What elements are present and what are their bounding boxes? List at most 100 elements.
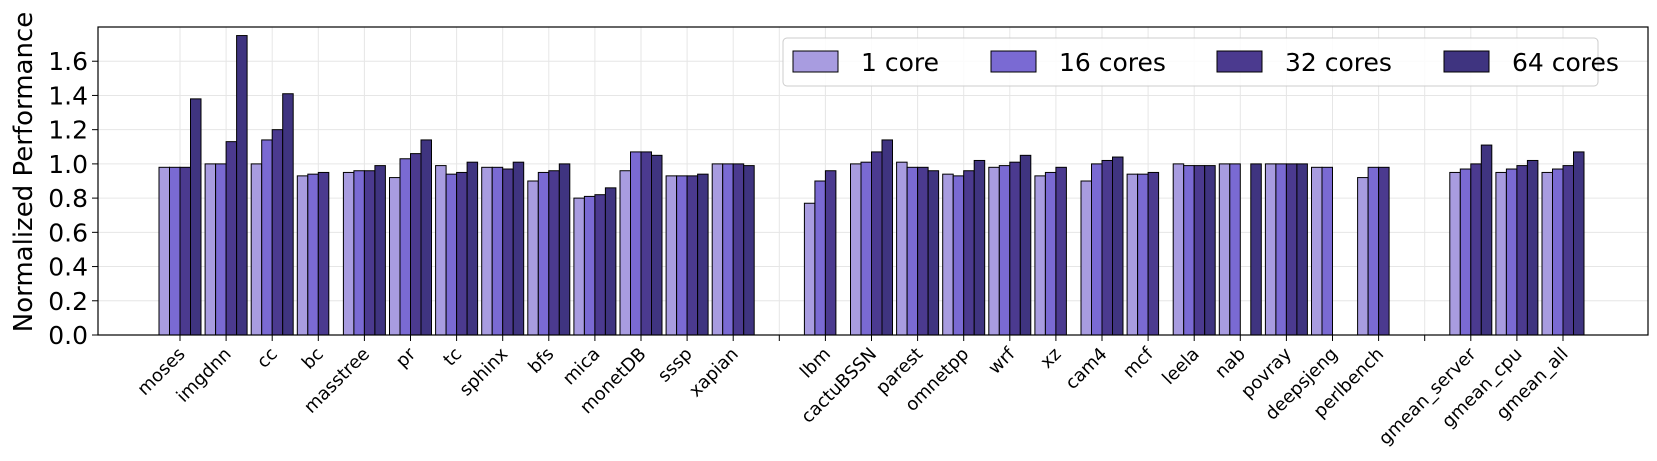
x-tick-label: bc xyxy=(298,344,328,374)
x-tick-label: wrf xyxy=(984,343,1019,378)
bar xyxy=(998,165,1011,336)
bar xyxy=(732,163,745,336)
bar xyxy=(271,129,284,336)
y-tick-label: 0.8 xyxy=(48,184,88,213)
bar xyxy=(1505,168,1518,336)
bar xyxy=(665,175,678,336)
x-tick-label: cc xyxy=(253,344,282,373)
axes xyxy=(97,26,1649,336)
bar xyxy=(1080,180,1092,336)
bar xyxy=(942,173,954,336)
bar xyxy=(871,151,883,336)
x-tick-label: tc xyxy=(439,344,466,371)
bar xyxy=(1112,156,1124,336)
legend-label: 64 cores xyxy=(1512,48,1619,77)
bar xyxy=(1526,159,1539,336)
bar xyxy=(743,165,755,336)
bar xyxy=(1147,171,1160,336)
y-tick-label: 0.6 xyxy=(48,218,88,247)
legend-swatch xyxy=(792,50,839,73)
bar xyxy=(814,180,826,336)
bar xyxy=(435,165,447,336)
bar xyxy=(169,166,181,336)
bar xyxy=(456,171,468,336)
bar xyxy=(1573,151,1585,336)
legend: 1 core 16 cores 32 cores 64 cores xyxy=(782,37,1619,87)
bar xyxy=(158,166,170,336)
x-tick-label: sphinx xyxy=(455,343,512,400)
legend-box xyxy=(782,37,1599,87)
bar xyxy=(363,170,376,336)
bar xyxy=(261,139,273,336)
bars xyxy=(158,35,1585,336)
plot-frame xyxy=(97,26,1649,336)
bar xyxy=(722,163,734,336)
x-tick-label: xapian xyxy=(685,344,743,402)
bar xyxy=(466,161,479,336)
x-tick-label: lbm xyxy=(796,344,835,383)
y-tick-label: 1.2 xyxy=(48,116,88,145)
bar xyxy=(1516,165,1528,336)
y-tick-label: 1.0 xyxy=(48,150,88,179)
bar xyxy=(1552,168,1564,336)
bar xyxy=(215,163,227,336)
bar xyxy=(204,163,217,336)
legend-label: 32 cores xyxy=(1285,48,1392,77)
bar xyxy=(711,163,724,336)
bar xyxy=(1126,173,1139,336)
bar xyxy=(537,171,550,336)
bar xyxy=(640,151,652,336)
bar xyxy=(1541,171,1553,336)
bar xyxy=(1378,166,1390,336)
bar xyxy=(491,166,504,336)
bar xyxy=(1275,163,1287,336)
bar xyxy=(881,139,893,336)
bar xyxy=(1009,161,1021,336)
bar xyxy=(250,163,263,336)
bar xyxy=(481,166,493,336)
bar xyxy=(1137,173,1149,336)
y-tick-label: 0.0 xyxy=(48,321,88,350)
bar xyxy=(236,35,248,336)
bar xyxy=(410,153,422,336)
bar xyxy=(1183,165,1195,336)
bar xyxy=(389,177,401,336)
bar xyxy=(850,163,862,336)
bar xyxy=(686,175,699,336)
bar xyxy=(927,170,940,336)
bar xyxy=(952,175,965,336)
bar xyxy=(1250,163,1262,336)
legend-swatch xyxy=(990,50,1037,73)
y-tick-label: 1.6 xyxy=(48,47,88,76)
bar xyxy=(1044,171,1057,336)
bar xyxy=(225,141,238,336)
bar xyxy=(896,161,908,336)
y-axis-label: Normalized Performance xyxy=(9,12,39,332)
bar xyxy=(1264,163,1277,336)
legend-label: 16 cores xyxy=(1059,48,1166,77)
bar xyxy=(282,93,294,336)
bar xyxy=(527,180,539,336)
bar xyxy=(1449,171,1461,336)
bar xyxy=(1204,165,1216,336)
x-tick-label: xz xyxy=(1036,344,1065,373)
bar xyxy=(1193,165,1206,336)
bar xyxy=(1055,166,1067,336)
bar xyxy=(1091,163,1103,336)
bar xyxy=(1285,163,1298,336)
bar xyxy=(604,187,617,336)
bar xyxy=(1101,159,1113,336)
legend-swatch xyxy=(1216,50,1263,73)
bar xyxy=(502,168,514,336)
bar xyxy=(399,158,411,336)
bar xyxy=(190,98,202,336)
bar xyxy=(296,175,309,336)
bar xyxy=(1495,171,1507,336)
bar xyxy=(803,202,816,336)
bar xyxy=(548,170,560,336)
legend-swatch xyxy=(1443,50,1490,73)
bar xyxy=(906,166,919,336)
bar xyxy=(1019,154,1032,336)
bar xyxy=(558,163,571,336)
